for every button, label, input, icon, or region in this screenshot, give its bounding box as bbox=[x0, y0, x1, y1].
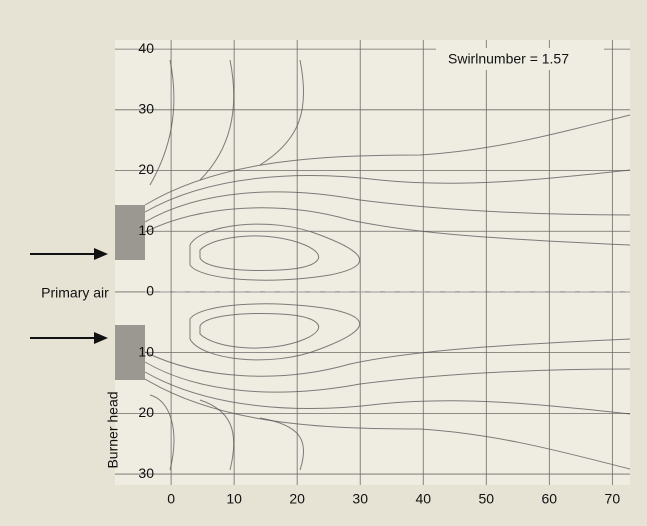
x-tick-label: 0 bbox=[167, 491, 175, 507]
arrow-head bbox=[94, 332, 108, 344]
streamline bbox=[199, 59, 235, 181]
annotation-bg bbox=[436, 48, 604, 70]
burner-head bbox=[115, 205, 145, 260]
y-tick-label: 10 bbox=[138, 343, 154, 359]
vortex bbox=[199, 235, 320, 271]
y-tick-label: 20 bbox=[138, 161, 154, 177]
x-tick-label: 50 bbox=[478, 491, 494, 507]
streamline bbox=[144, 371, 631, 415]
plot-area bbox=[115, 40, 630, 485]
streamline bbox=[259, 417, 305, 471]
streamline bbox=[144, 114, 631, 206]
vortex bbox=[199, 313, 320, 349]
x-tick-label: 70 bbox=[605, 491, 621, 507]
streamline bbox=[259, 59, 305, 166]
streamline bbox=[144, 191, 631, 223]
y-tick-label: 0 bbox=[146, 283, 154, 299]
annotation: Primary air bbox=[41, 285, 109, 301]
y-tick-label: 30 bbox=[138, 101, 154, 117]
streamlines bbox=[144, 59, 631, 471]
x-tick-label: 40 bbox=[415, 491, 431, 507]
annotation: Burner head bbox=[105, 391, 121, 468]
vortex bbox=[189, 223, 360, 281]
streamline bbox=[149, 59, 175, 186]
annotation: Swirlnumber = 1.57 bbox=[448, 51, 569, 67]
burner-head bbox=[115, 325, 145, 380]
streamline bbox=[149, 394, 175, 471]
x-tick-label: 30 bbox=[352, 491, 368, 507]
x-tick-label: 10 bbox=[226, 491, 242, 507]
grid bbox=[115, 40, 630, 485]
arrow-head bbox=[94, 248, 108, 260]
streamline bbox=[144, 338, 631, 377]
y-tick-label: 40 bbox=[138, 40, 154, 56]
y-tick-label: 30 bbox=[138, 465, 154, 481]
streamline bbox=[144, 378, 631, 470]
streamline bbox=[144, 361, 631, 393]
x-tick-label: 60 bbox=[542, 491, 558, 507]
vortex bbox=[189, 303, 360, 361]
streamline bbox=[144, 169, 631, 213]
streamline bbox=[144, 207, 631, 246]
x-tick-label: 20 bbox=[289, 491, 305, 507]
y-tick-label: 20 bbox=[138, 404, 154, 420]
y-tick-label: 10 bbox=[138, 222, 154, 238]
streamline bbox=[199, 399, 235, 471]
